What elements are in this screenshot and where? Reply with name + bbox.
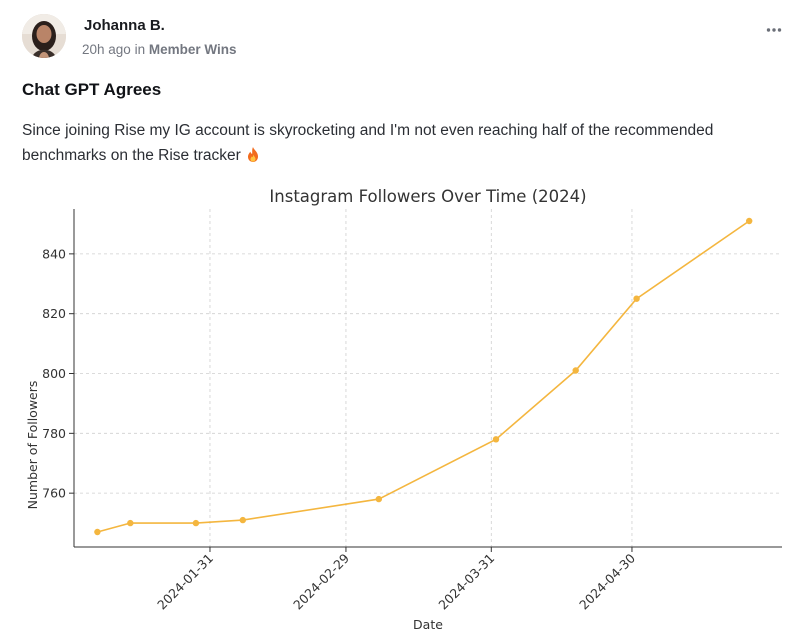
avatar-image xyxy=(22,14,66,58)
data-point xyxy=(127,519,134,527)
post-title: Chat GPT Agrees xyxy=(22,80,162,99)
data-point xyxy=(633,295,640,302)
fire-icon xyxy=(248,147,259,162)
chart-title: Instagram Followers Over Time (2024) xyxy=(269,187,586,206)
data-point xyxy=(375,495,382,503)
chart-grid xyxy=(74,209,782,547)
post-body-text: Since joining Rise my IG account is skyr… xyxy=(22,122,714,164)
post-meta: 20h ago in Member Wins xyxy=(82,42,237,57)
author-name[interactable]: Johanna B. xyxy=(84,17,165,34)
y-tick-label: 820 xyxy=(42,306,66,321)
chart-ticks: 760 780 800 820 840 2024-01-31 2024-02-29 2024-… xyxy=(42,246,638,612)
y-tick-label: 780 xyxy=(42,426,66,441)
data-point xyxy=(492,436,500,443)
y-tick-label: 760 xyxy=(42,486,66,501)
y-tick-label: 840 xyxy=(42,246,66,261)
x-tick-label: 2024-04-30 xyxy=(576,550,638,612)
line-chart: 760 780 800 820 840 2024-01-31 2024-02-29 2024-… xyxy=(25,187,782,632)
x-tick-label: 2024-03-31 xyxy=(435,551,497,613)
space-link[interactable]: Member Wins xyxy=(148,42,237,57)
in-label: in xyxy=(134,42,146,57)
data-point xyxy=(746,217,753,225)
data-point xyxy=(239,516,246,524)
chart-series xyxy=(94,217,753,536)
data-point xyxy=(192,519,200,527)
more-horizontal-icon[interactable] xyxy=(766,22,782,33)
post-header: Johanna B. 20h ago in Member Wins xyxy=(22,12,786,62)
followers-chart: 760 780 800 820 840 2024-01-31 2024-02-29 2024-… xyxy=(18,180,800,636)
post-body: Since joining Rise my IG account is skyr… xyxy=(22,118,792,168)
data-point xyxy=(94,528,101,536)
y-axis-label: Number of Followers xyxy=(25,381,40,510)
x-tick-label: 2024-02-29 xyxy=(290,550,352,612)
y-tick-label: 800 xyxy=(42,366,66,381)
series-line xyxy=(97,220,750,533)
post-time: 20h ago xyxy=(82,42,131,57)
x-tick-label: 2024-01-31 xyxy=(154,551,216,613)
avatar[interactable] xyxy=(22,14,66,58)
x-axis-label: Date xyxy=(413,617,443,632)
data-point xyxy=(572,367,579,374)
